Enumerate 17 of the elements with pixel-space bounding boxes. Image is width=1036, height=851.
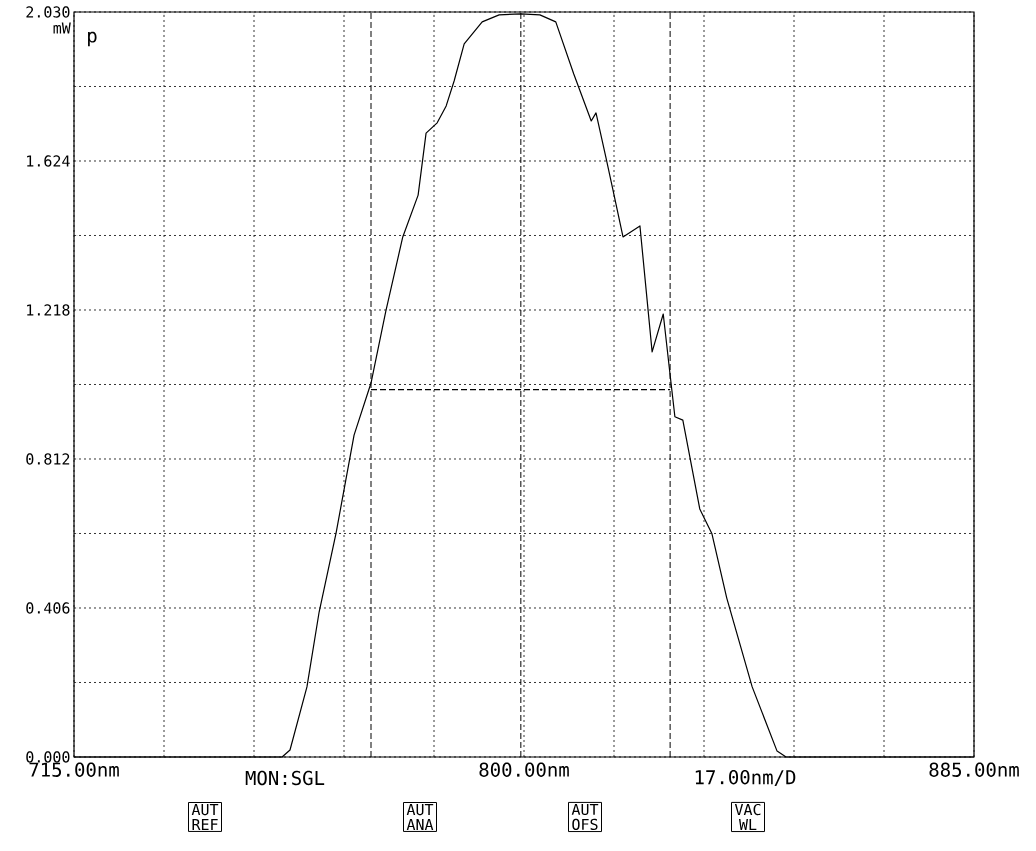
y-tick-label: 1.218 (27, 304, 70, 316)
text: AUT REF (191, 804, 219, 830)
text: VAC WL (734, 803, 761, 831)
y-tick-label: 0.812 (26, 453, 70, 465)
y-tick-label: 2.030 (26, 6, 70, 18)
y-tick-label: 0.000 (26, 751, 70, 763)
x-tick-label: 715.00nm (29, 762, 119, 777)
x-tick-label: 885.00nm (929, 762, 1019, 777)
annotation: p (88, 31, 97, 47)
text: AUT ANA (406, 804, 434, 830)
text: 17.00nm/D (695, 770, 796, 786)
text: AUT OFS (571, 803, 599, 831)
y-axis-title: mW (53, 22, 71, 34)
x-tick-label: 800.00nm (479, 762, 569, 777)
y-tick-label: 0.406 (26, 602, 70, 614)
text: MON:SGL (245, 770, 325, 786)
y-tick-label: 1.624 (27, 155, 70, 167)
